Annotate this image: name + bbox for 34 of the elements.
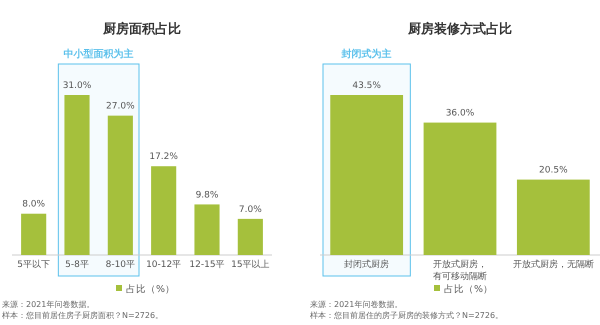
x-tick-label: 5-8平 bbox=[64, 259, 90, 271]
source-note: 来源：2021年问卷数据。 bbox=[310, 300, 402, 309]
x-tick-label: 封闭式厨房 bbox=[343, 259, 390, 271]
band-label: 中小型面积为主 bbox=[64, 48, 134, 60]
bar bbox=[151, 166, 176, 255]
chart-title: 厨房面积占比 bbox=[102, 21, 181, 37]
data-label: 9.8% bbox=[196, 190, 219, 200]
bar bbox=[108, 116, 133, 255]
bar bbox=[64, 95, 90, 255]
chart-title: 厨房装修方式占比 bbox=[407, 21, 512, 37]
bar bbox=[21, 214, 46, 255]
x-tick-label: 10-12平 bbox=[145, 259, 182, 271]
data-label: 43.5% bbox=[352, 81, 382, 91]
bar bbox=[238, 218, 263, 255]
x-tick-label: 开放式厨房，有可移动隔断 bbox=[432, 259, 488, 283]
x-tick-label: 8-10平 bbox=[104, 259, 136, 271]
bar bbox=[194, 204, 220, 255]
x-tick-label: 15平以上 bbox=[230, 259, 271, 271]
data-label: 20.5% bbox=[539, 166, 568, 176]
data-label: 7.0% bbox=[238, 204, 262, 215]
data-label: 27.0% bbox=[106, 102, 136, 112]
band-label: 封闭式为主 bbox=[340, 48, 392, 60]
x-tick-label: 开放式厨房，无隔断 bbox=[512, 259, 595, 271]
x-tick-label: 5平以下 bbox=[16, 259, 52, 271]
source-note: 来源：2021年问卷数据。 bbox=[2, 300, 94, 309]
legend-label: 占比（%） bbox=[444, 283, 494, 295]
text: 样本：您目前居住房子厨房面积？N=2726。 bbox=[2, 311, 164, 320]
data-label: 17.2% bbox=[149, 152, 178, 162]
x-tick-label: 12-15平 bbox=[188, 259, 226, 271]
text: 样本：您目前居住的房子厨房的装修方式？N=2726。 bbox=[310, 311, 504, 320]
data-label: 31.0% bbox=[62, 81, 92, 91]
legend-label: 占比（%） bbox=[126, 283, 176, 295]
data-label: 8.0% bbox=[22, 200, 46, 210]
data-label: 36.0% bbox=[446, 108, 475, 119]
